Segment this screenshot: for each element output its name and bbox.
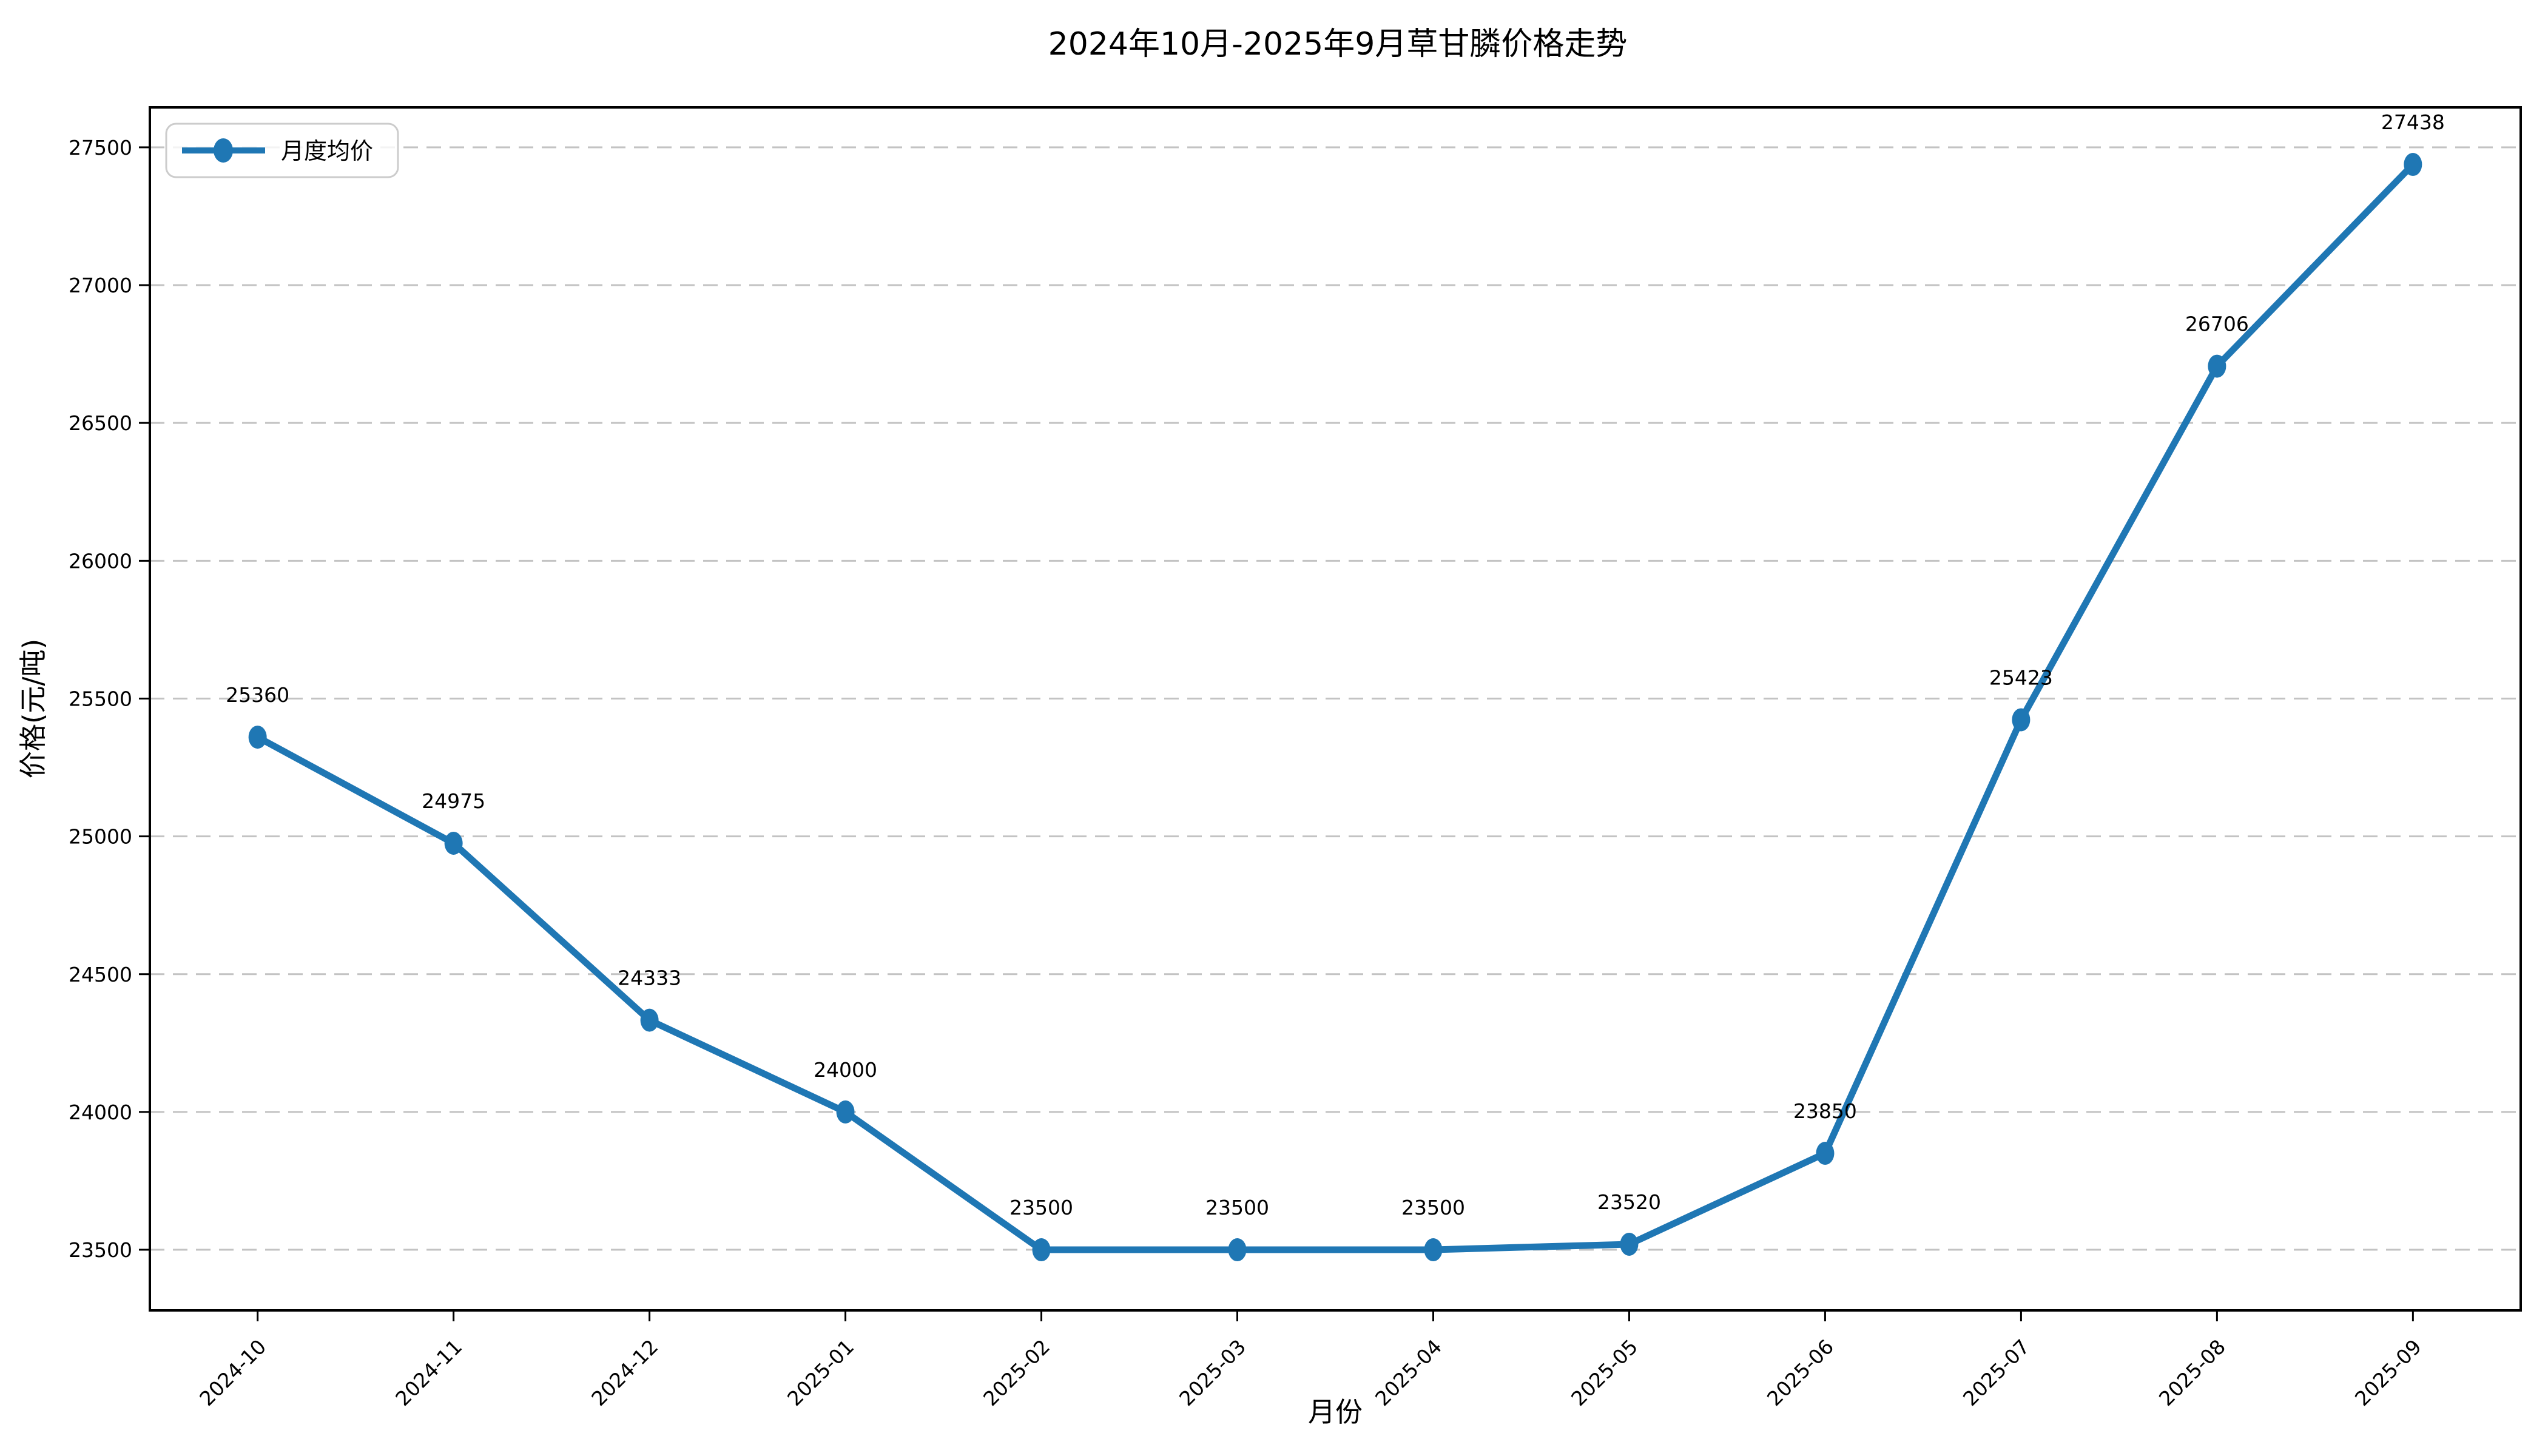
y-axis-title: 价格(元/吨) <box>17 639 49 778</box>
x-axis-title: 月份 <box>1308 1396 1363 1428</box>
x-tick-label: 2024-11 <box>391 1335 467 1410</box>
plot-frame <box>149 106 2522 1312</box>
data-point-marker <box>1424 1238 1443 1262</box>
data-point-label: 25423 <box>1989 666 2053 689</box>
legend-marker-icon <box>214 138 233 163</box>
x-tick-label: 2025-02 <box>979 1335 1054 1410</box>
data-point-marker <box>1816 1142 1835 1165</box>
data-point-marker <box>2208 354 2226 378</box>
data-point-label: 27438 <box>2381 110 2445 134</box>
y-tick-label: 25500 <box>69 687 132 710</box>
data-point-marker <box>1032 1238 1051 1262</box>
data-point-marker <box>1228 1238 1247 1262</box>
data-point-label: 23500 <box>1401 1196 1465 1219</box>
series-layer <box>248 153 2422 1262</box>
data-point-label: 24975 <box>422 789 485 813</box>
data-point-label: 24333 <box>618 966 681 990</box>
data-point-marker <box>836 1100 855 1124</box>
x-tick-label: 2025-01 <box>783 1335 858 1410</box>
y-tick-label: 24000 <box>69 1100 132 1124</box>
data-point-label: 23850 <box>1793 1099 1857 1123</box>
y-tick-label: 25000 <box>69 825 132 849</box>
data-point-marker <box>1620 1232 1639 1256</box>
legend: 月度均价 <box>165 123 399 178</box>
y-tick-label: 26000 <box>69 549 132 573</box>
data-point-marker <box>248 726 267 749</box>
series-line <box>254 161 2416 1253</box>
x-tick-label: 2025-03 <box>1175 1335 1250 1410</box>
legend-label: 月度均价 <box>281 138 373 164</box>
y-tick-label: 27500 <box>69 136 132 160</box>
y-tick-label: 26500 <box>69 411 132 435</box>
data-point-marker <box>2012 708 2031 732</box>
legend-box <box>165 123 399 178</box>
data-point-label: 24000 <box>814 1058 877 1082</box>
data-point-label: 26706 <box>2185 312 2249 336</box>
data-point-marker <box>2404 153 2422 177</box>
x-tick-label: 2025-06 <box>1762 1335 1838 1410</box>
data-point-label: 23500 <box>1205 1196 1269 1219</box>
data-labels-layer: 25360 24975 24333 24000 23500 23500 23500 23520… <box>226 110 2445 1219</box>
x-tick-label: 2025-05 <box>1566 1335 1642 1410</box>
y-tick-label: 23500 <box>69 1238 132 1262</box>
y-tick-label: 24500 <box>69 963 132 986</box>
x-tick-label: 2025-09 <box>2350 1335 2426 1410</box>
x-tick-label: 2024-12 <box>587 1335 662 1410</box>
x-tick-label: 2024-10 <box>195 1335 271 1410</box>
data-point-label: 23500 <box>1009 1196 1073 1219</box>
x-tick-label: 2025-04 <box>1370 1335 1446 1410</box>
y-tick-label: 27000 <box>69 274 132 297</box>
data-point-label: 25360 <box>226 683 289 707</box>
chart-title: 2024年10月-2025年9月草甘膦价格走势 <box>1048 26 1628 62</box>
x-tick-label: 2025-08 <box>2154 1335 2230 1410</box>
x-tick-label: 2025-07 <box>1958 1335 2034 1410</box>
data-point-marker <box>640 1008 659 1032</box>
data-point-label: 23520 <box>1597 1190 1661 1214</box>
data-point-marker <box>444 831 463 855</box>
gridlines-layer <box>150 146 2521 1251</box>
